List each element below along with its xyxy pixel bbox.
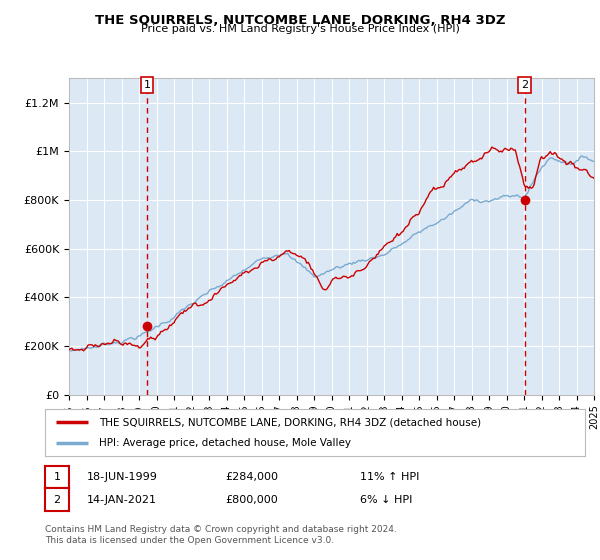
Text: 1: 1 xyxy=(143,80,151,90)
Text: 2: 2 xyxy=(53,494,61,505)
Text: 2: 2 xyxy=(521,80,528,90)
Text: HPI: Average price, detached house, Mole Valley: HPI: Average price, detached house, Mole… xyxy=(99,438,351,448)
Text: THE SQUIRRELS, NUTCOMBE LANE, DORKING, RH4 3DZ: THE SQUIRRELS, NUTCOMBE LANE, DORKING, R… xyxy=(95,14,505,27)
Text: 11% ↑ HPI: 11% ↑ HPI xyxy=(360,472,419,482)
Text: £284,000: £284,000 xyxy=(225,472,278,482)
Text: Price paid vs. HM Land Registry's House Price Index (HPI): Price paid vs. HM Land Registry's House … xyxy=(140,24,460,34)
Text: THE SQUIRRELS, NUTCOMBE LANE, DORKING, RH4 3DZ (detached house): THE SQUIRRELS, NUTCOMBE LANE, DORKING, R… xyxy=(99,417,481,427)
Text: 6% ↓ HPI: 6% ↓ HPI xyxy=(360,494,412,505)
Text: 18-JUN-1999: 18-JUN-1999 xyxy=(87,472,158,482)
Text: 1: 1 xyxy=(53,472,61,482)
Text: 14-JAN-2021: 14-JAN-2021 xyxy=(87,494,157,505)
Text: Contains HM Land Registry data © Crown copyright and database right 2024.
This d: Contains HM Land Registry data © Crown c… xyxy=(45,525,397,545)
Text: £800,000: £800,000 xyxy=(225,494,278,505)
